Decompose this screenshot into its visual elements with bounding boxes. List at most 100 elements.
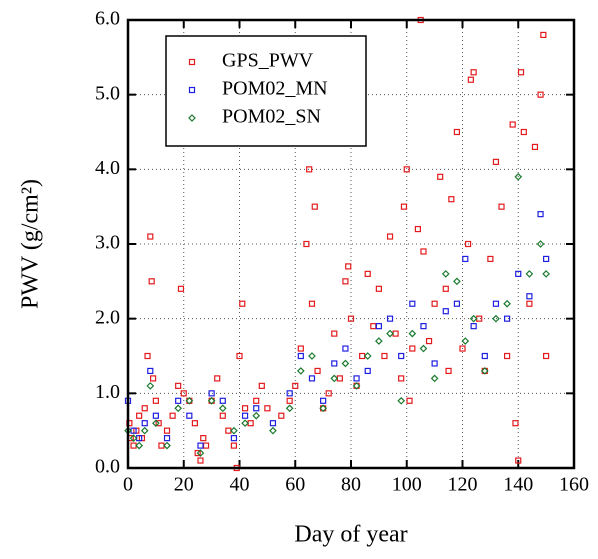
data-point [175, 397, 182, 404]
x-tick-label: 120 [448, 474, 478, 496]
data-point [398, 375, 405, 382]
data-point [540, 31, 547, 39]
data-point [381, 352, 388, 360]
data-point [531, 143, 539, 151]
data-point [202, 442, 210, 449]
data-point [196, 449, 205, 457]
data-point [419, 344, 428, 353]
data-point [514, 172, 523, 181]
data-point [442, 285, 449, 292]
data-point [253, 405, 260, 412]
legend-marker [188, 86, 196, 94]
data-point [363, 352, 372, 360]
data-point [230, 426, 238, 435]
data-point [420, 323, 427, 330]
data-point [239, 300, 246, 307]
data-point [135, 441, 143, 450]
data-point [197, 457, 204, 464]
plot-frame [126, 18, 576, 470]
data-point [207, 396, 216, 405]
data-point [408, 329, 417, 338]
data-point [252, 411, 261, 420]
data-point [437, 173, 444, 180]
data-point [364, 367, 371, 375]
data-point [375, 323, 382, 330]
data-point [341, 359, 350, 368]
data-point [461, 337, 470, 345]
legend-marker [188, 114, 196, 122]
data-point [515, 270, 522, 277]
data-point [219, 412, 226, 419]
data-point [543, 352, 550, 360]
data-point [526, 300, 533, 307]
data-point [185, 396, 194, 405]
data-point [431, 360, 438, 367]
data-point [308, 300, 316, 307]
data-point [163, 435, 171, 442]
data-point [214, 375, 221, 382]
data-point [308, 375, 316, 382]
data-point [503, 299, 511, 308]
data-point [397, 396, 406, 405]
y-tick-label: 4.0 [95, 157, 120, 179]
data-point [146, 382, 155, 390]
data-point [430, 374, 439, 383]
data-point [353, 375, 360, 382]
data-point [470, 69, 477, 76]
data-point [278, 412, 285, 419]
data-point [364, 270, 371, 277]
data-point [331, 330, 338, 337]
legend-label: POM02_MN [222, 78, 328, 100]
data-point [400, 203, 408, 210]
data-point [464, 240, 472, 248]
data-point [174, 404, 183, 413]
data-point [431, 300, 438, 307]
data-point [403, 166, 410, 173]
data-point [241, 412, 249, 419]
legend-label: POM02_SN [222, 106, 321, 128]
data-point [141, 420, 148, 427]
data-point [140, 426, 149, 435]
data-point [470, 323, 477, 330]
data-point [467, 76, 474, 83]
data-point [481, 352, 488, 360]
data-point [453, 277, 461, 286]
data-point [406, 397, 413, 404]
data-point [230, 435, 238, 442]
x-axis-label: Day of year [294, 522, 407, 548]
y-tick-label: 6.0 [95, 8, 120, 30]
x-tick-label: 40 [230, 474, 250, 496]
data-point [175, 382, 182, 389]
x-tick-label: 60 [285, 474, 305, 496]
y-tick-label: 5.0 [95, 82, 120, 104]
data-point [345, 263, 352, 270]
data-point [219, 397, 226, 404]
data-point [297, 352, 304, 360]
data-point [269, 426, 277, 435]
data-point [306, 166, 313, 173]
x-tick-label: 140 [503, 474, 533, 496]
data-point [169, 412, 176, 419]
data-point [152, 397, 159, 404]
data-point [445, 367, 452, 375]
y-tick-label: 0.0 [95, 456, 120, 478]
data-point [152, 412, 159, 419]
data-point [163, 441, 171, 450]
x-tick-label: 160 [559, 474, 589, 496]
data-point [536, 240, 545, 248]
data-point [453, 128, 461, 136]
data-point [525, 270, 534, 278]
data-point [191, 420, 198, 427]
x-tick-label: 20 [174, 474, 194, 496]
data-point [308, 352, 316, 360]
data-point [292, 382, 299, 389]
data-point [136, 412, 143, 419]
y-axis-label: PWV (g/cm²) [18, 179, 44, 309]
data-point [218, 404, 227, 413]
data-point [517, 69, 525, 76]
data-point [264, 405, 271, 412]
data-point [543, 255, 550, 263]
data-point [311, 203, 318, 210]
data-point [297, 345, 304, 352]
